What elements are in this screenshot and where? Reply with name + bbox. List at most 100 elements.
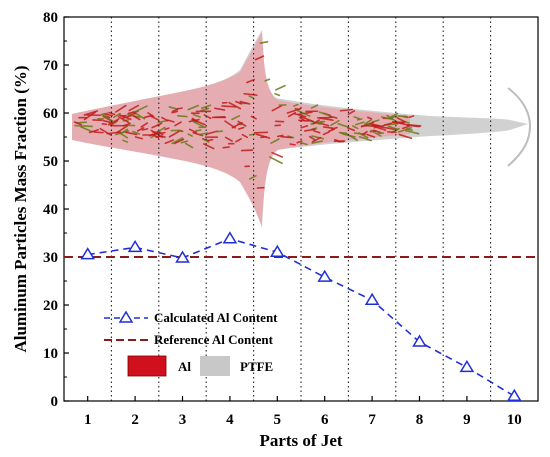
al-particle: [397, 126, 412, 133]
al-particle: [354, 121, 365, 126]
al-particle: [331, 126, 338, 130]
al-particle: [337, 122, 350, 128]
al-particle: [264, 78, 271, 82]
al-particle: [192, 131, 204, 137]
al-particle: [240, 149, 254, 152]
triangle-marker: [127, 239, 143, 253]
al-particle: [171, 110, 179, 114]
al-particle: [156, 122, 163, 127]
al-particle: [301, 116, 315, 123]
triangle-marker: [80, 247, 96, 260]
al-particle: [362, 130, 368, 136]
al-particle: [405, 129, 420, 135]
al-particle: [396, 117, 407, 123]
al-particle: [270, 138, 280, 144]
al-particle: [246, 78, 255, 84]
al-particle: [113, 112, 121, 118]
al-swatch: [127, 355, 167, 377]
al-particle: [108, 111, 116, 116]
al-particle: [243, 92, 258, 96]
al-particle: [74, 124, 84, 128]
al-particle: [73, 121, 83, 126]
part-boundaries: [110, 17, 492, 401]
al-particle: [134, 105, 148, 113]
al-particle: [347, 110, 356, 116]
al-particle: [132, 130, 141, 135]
al-particle: [334, 138, 341, 143]
legend-item-calculated: Calculated Al Content: [104, 310, 278, 325]
al-particle: [102, 119, 113, 124]
al-particle: [330, 119, 340, 126]
al-particle: [248, 133, 256, 136]
al-particle: [198, 132, 209, 136]
al-particle: [370, 129, 382, 137]
al-particle: [253, 131, 269, 134]
al-particle: [136, 127, 145, 132]
x-tick-label: 3: [179, 412, 187, 428]
triangle-marker: [222, 231, 238, 244]
y-tick-label: 80: [43, 10, 58, 26]
x-tick-label: 8: [416, 412, 424, 428]
plot-frame: [63, 16, 539, 402]
legend-label-ptfe: PTFE: [240, 359, 273, 374]
al-particle-streaks: [73, 40, 422, 189]
al-particle: [296, 109, 311, 117]
al-particle: [141, 128, 149, 131]
al-particle: [274, 92, 281, 97]
al-particle: [222, 146, 230, 149]
al-particle: [271, 151, 284, 158]
al-particle: [200, 107, 210, 112]
al-particle: [231, 115, 241, 121]
y-tick-label: 60: [43, 106, 58, 122]
al-particle: [339, 108, 353, 112]
al-particle: [143, 114, 154, 119]
al-particle: [366, 123, 372, 127]
series-calculated-al-content: [80, 231, 522, 401]
al-particle: [122, 122, 131, 127]
al-particle: [408, 115, 415, 119]
al-particle: [390, 112, 399, 118]
al-particle: [187, 133, 193, 137]
triangle-marker-icon: [118, 310, 134, 323]
al-particle: [254, 55, 265, 61]
y-tick-label: 20: [43, 298, 58, 314]
al-particle: [88, 128, 99, 134]
calculated-line: [87, 237, 515, 397]
x-tick-label: 4: [226, 412, 234, 428]
al-particle: [184, 142, 194, 149]
al-particle: [159, 126, 166, 132]
al-particle: [133, 115, 141, 121]
al-particle: [376, 126, 387, 131]
al-particle: [293, 112, 307, 118]
al-particle: [311, 140, 323, 144]
al-particle: [401, 125, 410, 130]
al-particle: [303, 128, 317, 132]
al-particle: [300, 141, 308, 146]
al-particle: [289, 143, 296, 146]
x-tick-label: 2: [131, 412, 139, 428]
al-particle: [391, 121, 405, 124]
legend-label-calculated: Calculated Al Content: [154, 310, 278, 325]
al-particle: [347, 127, 356, 132]
y-tick-label: 30: [43, 250, 58, 266]
al-particle: [122, 139, 129, 143]
al-particle: [345, 132, 358, 141]
al-particle: [173, 138, 185, 145]
triangle-marker: [364, 292, 380, 305]
al-particle: [114, 104, 127, 113]
al-particle: [372, 129, 382, 134]
x-tick-label: 6: [321, 412, 329, 428]
legend-item-al: Al: [127, 355, 191, 377]
al-particle: [168, 130, 180, 138]
al-particle: [128, 104, 140, 112]
al-particle: [188, 128, 198, 134]
al-particle: [259, 40, 269, 44]
al-particle: [353, 116, 361, 120]
al-particle: [125, 131, 138, 136]
al-particle: [150, 115, 160, 121]
x-axis: 1 2 3 4 5 6 7 8 9 10: [84, 396, 522, 428]
al-particle: [293, 103, 299, 107]
al-particle: [248, 95, 255, 100]
al-particle: [121, 114, 132, 120]
